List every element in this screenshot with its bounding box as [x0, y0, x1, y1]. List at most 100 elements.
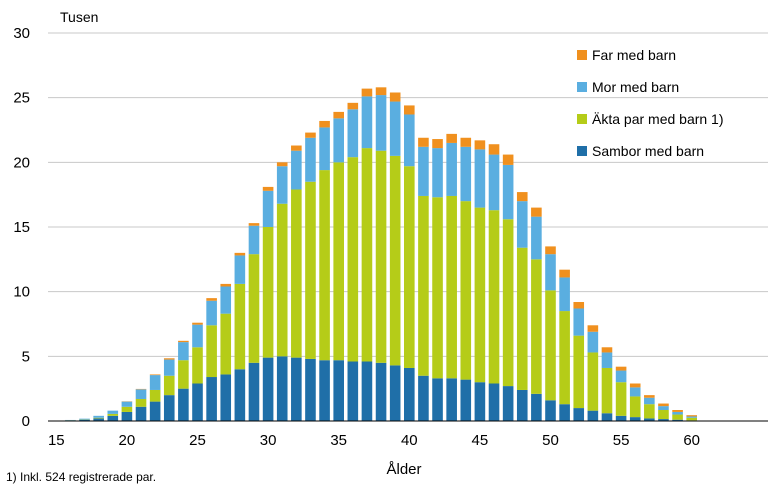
- bar-segment-mor-med-barn: [502, 164, 514, 220]
- x-tick-labels: 15 20 25 30 35 40 45 50 55 60: [48, 432, 700, 449]
- bar-segment-kta-par-med-barn-1: [404, 166, 415, 368]
- bar-segment-mor-med-barn: [375, 95, 387, 151]
- bar-segment-kta-par-med-barn-1: [474, 207, 486, 383]
- bar-segment-kta-par-med-barn-1: [347, 157, 359, 362]
- bar-segment-mor-med-barn: [234, 255, 246, 284]
- bar-segment-mor-med-barn: [79, 418, 90, 420]
- bar-segment-kta-par-med-barn-1: [587, 352, 599, 411]
- bar-segment-mor-med-barn: [629, 387, 641, 397]
- y-tick-label: 20: [13, 154, 30, 171]
- bar-segment-mor-med-barn: [220, 286, 232, 314]
- bar-segment-kta-par-med-barn-1: [121, 406, 133, 412]
- y-axis-label: Tusen: [60, 9, 98, 25]
- bar-segment-mor-med-barn: [163, 359, 175, 376]
- bar-segment-sambor-med-barn: [178, 388, 189, 421]
- bar-segment-kta-par-med-barn-1: [559, 311, 570, 405]
- bar-segment-kta-par-med-barn-1: [531, 259, 542, 394]
- bar-segment-sambor-med-barn: [460, 379, 472, 421]
- bar-segment-far-med-barn: [149, 374, 161, 376]
- bar-segment-kta-par-med-barn-1: [601, 367, 613, 414]
- bar-segment-sambor-med-barn: [319, 360, 330, 421]
- legend-swatch: [577, 82, 587, 92]
- bar-segment-sambor-med-barn: [516, 389, 528, 421]
- bar-segment-kta-par-med-barn-1: [658, 410, 669, 420]
- bar-segment-far-med-barn: [178, 340, 189, 343]
- bar-segment-far-med-barn: [559, 269, 570, 278]
- bar-segment-far-med-barn: [192, 322, 203, 325]
- bar-segment-mor-med-barn: [262, 190, 274, 227]
- x-tick-label: 45: [472, 432, 489, 449]
- y-tick-label: 25: [13, 90, 30, 107]
- legend-label: Sambor med barn: [592, 143, 704, 159]
- bar-segment-mor-med-barn: [135, 389, 147, 400]
- bar-segment-mor-med-barn: [418, 146, 429, 196]
- bar-segment-far-med-barn: [389, 92, 401, 102]
- bar-segment-sambor-med-barn: [347, 361, 359, 421]
- bar-segment-mor-med-barn: [206, 300, 217, 326]
- bar-segment-far-med-barn: [361, 88, 373, 97]
- bar-segment-sambor-med-barn: [291, 357, 302, 421]
- legend-label: Far med barn: [592, 47, 676, 63]
- bar-segment-sambor-med-barn: [601, 413, 613, 421]
- bar-segment-kta-par-med-barn-1: [192, 347, 203, 384]
- bar-segment-kta-par-med-barn-1: [107, 413, 119, 416]
- bar-segment-kta-par-med-barn-1: [672, 414, 683, 420]
- bar-segment-kta-par-med-barn-1: [149, 389, 161, 402]
- bar-segment-mor-med-barn: [686, 416, 697, 418]
- legend-label: Mor med barn: [592, 79, 679, 95]
- bar-segment-mor-med-barn: [93, 415, 104, 418]
- bar-segment-sambor-med-barn: [135, 406, 147, 421]
- bar-segment-far-med-barn: [531, 207, 542, 217]
- bar-segment-far-med-barn: [276, 162, 288, 167]
- bar-segment-kta-par-med-barn-1: [319, 170, 330, 361]
- y-tick-label: 15: [13, 219, 30, 236]
- bar-segment-far-med-barn: [658, 403, 669, 407]
- bar-segment-kta-par-med-barn-1: [135, 399, 147, 407]
- bar-segment-far-med-barn: [163, 358, 175, 360]
- bar-segment-sambor-med-barn: [206, 377, 217, 421]
- y-tick-label: 10: [13, 284, 30, 301]
- y-tick-labels: 0 5 10 15 20 25 30: [13, 25, 30, 430]
- bar-segment-far-med-barn: [319, 120, 330, 128]
- bar-segment-mor-med-barn: [178, 342, 189, 361]
- bar-segment-sambor-med-barn: [389, 365, 401, 421]
- bar-segment-far-med-barn: [644, 395, 655, 398]
- bar-segment-sambor-med-barn: [644, 418, 655, 421]
- bar-segment-far-med-barn: [474, 140, 486, 150]
- bar-segment-mor-med-barn: [531, 216, 542, 260]
- bar-segment-sambor-med-barn: [276, 356, 288, 421]
- bar-segment-kta-par-med-barn-1: [93, 417, 104, 419]
- bar-segment-sambor-med-barn: [93, 418, 104, 421]
- bar-segment-mor-med-barn: [149, 375, 161, 390]
- bar-segment-kta-par-med-barn-1: [248, 254, 260, 363]
- bar-segment-far-med-barn: [262, 186, 274, 191]
- bar-segment-far-med-barn: [347, 102, 359, 110]
- bar-segment-far-med-barn: [516, 192, 528, 202]
- bar-segment-far-med-barn: [488, 144, 500, 155]
- bar-segment-kta-par-med-barn-1: [333, 162, 344, 361]
- bar-segment-mor-med-barn: [107, 410, 119, 414]
- x-tick-label: 60: [683, 432, 700, 449]
- bar-segment-kta-par-med-barn-1: [178, 360, 189, 389]
- bar-segment-mor-med-barn: [276, 166, 288, 204]
- x-tick-label: 15: [48, 432, 65, 449]
- bar-segment-sambor-med-barn: [432, 378, 443, 421]
- bar-segment-far-med-barn: [291, 145, 302, 151]
- bar-segment-kta-par-med-barn-1: [389, 155, 401, 366]
- bar-segment-mor-med-barn: [347, 109, 359, 158]
- bar-segment-mor-med-barn: [192, 324, 203, 348]
- bar-segment-far-med-barn: [206, 298, 217, 301]
- bar-segment-far-med-barn: [502, 154, 514, 165]
- x-tick-label: 55: [613, 432, 630, 449]
- bar-segment-kta-par-med-barn-1: [220, 313, 232, 375]
- bar-segment-mor-med-barn: [488, 154, 500, 211]
- bar-segment-sambor-med-barn: [262, 357, 274, 421]
- bar-segment-sambor-med-barn: [559, 404, 570, 421]
- y-tick-label: 5: [22, 348, 30, 365]
- bar-segment-sambor-med-barn: [615, 415, 627, 421]
- bar-segment-sambor-med-barn: [248, 362, 260, 421]
- legend-swatch: [577, 146, 587, 156]
- bar-segment-mor-med-barn: [559, 277, 570, 312]
- bar-segment-sambor-med-barn: [192, 383, 203, 421]
